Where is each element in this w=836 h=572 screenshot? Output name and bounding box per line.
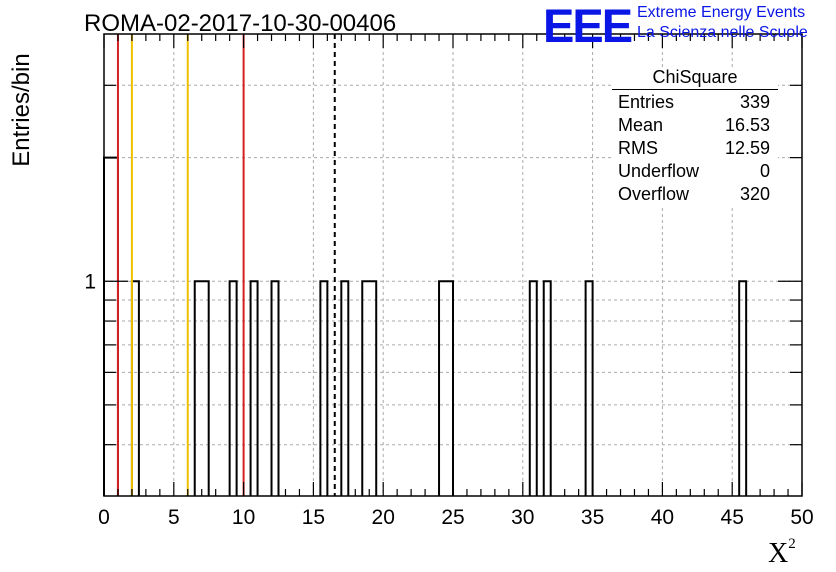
- histogram-bin: [738, 280, 748, 496]
- histogram-bin: [438, 280, 454, 496]
- stats-row: Underflow 0: [612, 161, 778, 184]
- stats-label: Mean: [618, 115, 664, 135]
- histogram-bars: [103, 156, 748, 496]
- histogram-bin: [361, 280, 378, 496]
- y-axis-label: Entries/bin: [8, 53, 35, 167]
- histogram-bin: [528, 280, 538, 496]
- stats-value: 339: [739, 92, 770, 112]
- histogram-bin: [130, 280, 140, 496]
- x-tick-label: 35: [581, 506, 604, 529]
- x-tick-label: 25: [441, 506, 464, 529]
- logo-line-2: La Scienza nelle Scuole: [637, 24, 808, 41]
- x-tick-label: 10: [232, 506, 255, 529]
- x-tick-label: 5: [168, 506, 180, 529]
- stats-title: ChiSquare: [612, 67, 778, 90]
- histogram-bin: [340, 280, 350, 496]
- histogram-bin: [193, 280, 210, 496]
- x-tick-label: 0: [98, 506, 110, 529]
- stats-row: Overflow 320: [612, 184, 778, 207]
- stats-label: Entries: [618, 92, 675, 112]
- histogram-bin: [228, 280, 238, 496]
- stats-value: 320: [739, 184, 770, 204]
- x-tick-label: 15: [302, 506, 325, 529]
- x-axis-label: X2: [768, 536, 796, 569]
- histogram-bin: [319, 280, 329, 496]
- x-tick-label: 30: [511, 506, 534, 529]
- y-tick-label: 1: [84, 270, 96, 293]
- logo-line-1: Extreme Energy Events: [637, 4, 806, 21]
- histogram-bin: [270, 280, 280, 496]
- histogram-bin: [584, 280, 594, 496]
- axes: 0 5 10 15 20 25 30 35 40 45 50 1: [84, 34, 814, 529]
- stats-label: Underflow: [618, 161, 700, 181]
- histogram-bin: [249, 280, 259, 496]
- stats-value: 12.59: [724, 138, 770, 158]
- stats-value: 0: [759, 161, 770, 181]
- stats-value: 16.53: [724, 115, 770, 135]
- stats-label: RMS: [618, 138, 658, 158]
- stats-label: Overflow: [618, 184, 690, 204]
- marker-lines: [116, 34, 336, 496]
- x-tick-label: 50: [790, 506, 813, 529]
- chart-title: ROMA-02-2017-10-30-00406: [84, 10, 397, 37]
- x-tick-label: 40: [651, 506, 674, 529]
- stats-row: Mean 16.53: [612, 115, 778, 138]
- stats-row: Entries 339: [612, 92, 778, 115]
- x-tick-label: 45: [721, 506, 744, 529]
- eee-logo: EEE: [543, 0, 633, 52]
- x-tick-label: 20: [372, 506, 395, 529]
- histogram-bin: [542, 280, 552, 496]
- stats-box: ChiSquare Entries 339 Mean 16.53 RMS 12.59 …: [612, 67, 778, 207]
- stats-row: RMS 12.59: [612, 138, 778, 161]
